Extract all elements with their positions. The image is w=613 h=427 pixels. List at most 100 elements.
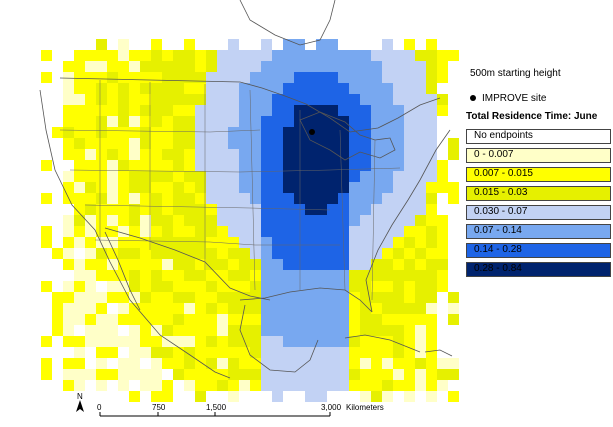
- residence-cell: [140, 182, 151, 193]
- residence-cell: [371, 50, 382, 61]
- residence-cell: [316, 160, 327, 171]
- residence-cell: [118, 116, 129, 127]
- residence-cell: [129, 347, 140, 358]
- residence-cell: [151, 391, 162, 402]
- residence-cell: [338, 358, 349, 369]
- residence-cell: [382, 116, 393, 127]
- residence-cell: [294, 292, 305, 303]
- residence-cell: [140, 215, 151, 226]
- legend-swatch: [466, 129, 611, 144]
- residence-cell: [360, 50, 371, 61]
- residence-cell: [261, 303, 272, 314]
- residence-cell: [393, 94, 404, 105]
- residence-cell: [85, 182, 96, 193]
- residence-cell: [140, 369, 151, 380]
- residence-cell: [140, 303, 151, 314]
- residence-cell: [228, 94, 239, 105]
- residence-cell: [184, 215, 195, 226]
- residence-cell: [272, 391, 283, 402]
- residence-cell: [294, 380, 305, 391]
- residence-cell: [327, 292, 338, 303]
- residence-cell: [206, 248, 217, 259]
- residence-cell: [239, 237, 250, 248]
- legend-item-label: 0.14 - 0.28: [474, 244, 522, 255]
- residence-cell: [382, 248, 393, 259]
- residence-cell: [118, 226, 129, 237]
- residence-cell: [239, 116, 250, 127]
- residence-cell: [129, 105, 140, 116]
- residence-cell: [107, 237, 118, 248]
- residence-cell: [195, 226, 206, 237]
- residence-cell: [448, 292, 459, 303]
- residence-cell: [107, 72, 118, 83]
- residence-cell: [305, 336, 316, 347]
- residence-cell: [85, 116, 96, 127]
- residence-cell: [338, 204, 349, 215]
- residence-cell: [349, 61, 360, 72]
- residence-cell: [184, 347, 195, 358]
- residence-cell: [404, 215, 415, 226]
- residence-cell: [393, 281, 404, 292]
- residence-cell: [316, 391, 327, 402]
- residence-cell: [184, 182, 195, 193]
- residence-cell: [239, 204, 250, 215]
- residence-cell: [393, 347, 404, 358]
- residence-cell: [338, 380, 349, 391]
- residence-cell: [41, 358, 52, 369]
- residence-cell: [239, 358, 250, 369]
- residence-cell: [404, 171, 415, 182]
- residence-cell: [415, 358, 426, 369]
- residence-cell: [173, 182, 184, 193]
- residence-cell: [217, 325, 228, 336]
- residence-cell: [393, 336, 404, 347]
- residence-cell: [261, 237, 272, 248]
- residence-cell: [349, 171, 360, 182]
- residence-cell: [437, 94, 448, 105]
- residence-cell: [85, 72, 96, 83]
- residence-cell: [140, 314, 151, 325]
- residence-cell: [349, 204, 360, 215]
- residence-cell: [404, 160, 415, 171]
- residence-cell: [107, 259, 118, 270]
- residence-cell: [162, 259, 173, 270]
- residence-cell: [41, 50, 52, 61]
- residence-cell: [239, 94, 250, 105]
- residence-cell: [272, 215, 283, 226]
- residence-cell: [184, 105, 195, 116]
- residence-cell: [228, 204, 239, 215]
- residence-cell: [184, 204, 195, 215]
- residence-cell: [371, 292, 382, 303]
- residence-cell: [272, 83, 283, 94]
- residence-cell: [228, 83, 239, 94]
- residence-cell: [239, 105, 250, 116]
- residence-cell: [63, 61, 74, 72]
- residence-cell: [261, 94, 272, 105]
- residence-cell: [349, 292, 360, 303]
- residence-cell: [173, 204, 184, 215]
- residence-cell: [74, 369, 85, 380]
- residence-cell: [338, 292, 349, 303]
- residence-cell: [426, 369, 437, 380]
- residence-cell: [96, 127, 107, 138]
- residence-cell: [283, 270, 294, 281]
- residence-cell: [382, 380, 393, 391]
- residence-cell: [184, 83, 195, 94]
- residence-cell: [184, 237, 195, 248]
- residence-cell: [118, 270, 129, 281]
- residence-cell: [360, 358, 371, 369]
- residence-cell: [382, 72, 393, 83]
- residence-cell: [239, 292, 250, 303]
- residence-cell: [327, 94, 338, 105]
- residence-cell: [239, 72, 250, 83]
- residence-cell: [338, 281, 349, 292]
- residence-cell: [151, 105, 162, 116]
- residence-cell: [140, 347, 151, 358]
- residence-cell: [96, 336, 107, 347]
- residence-cell: [382, 347, 393, 358]
- residence-cell: [118, 83, 129, 94]
- residence-cell: [96, 94, 107, 105]
- residence-time-grid: [41, 39, 459, 402]
- residence-cell: [63, 380, 74, 391]
- residence-cell: [129, 259, 140, 270]
- residence-cell: [393, 182, 404, 193]
